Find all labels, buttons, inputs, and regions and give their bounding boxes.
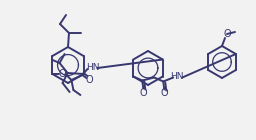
Text: HN: HN [170,72,184,81]
Text: HN: HN [86,62,99,72]
Text: O: O [86,75,93,85]
Text: O: O [140,88,147,97]
Text: O: O [161,88,168,99]
Text: O: O [59,69,66,79]
Text: O: O [223,29,231,39]
